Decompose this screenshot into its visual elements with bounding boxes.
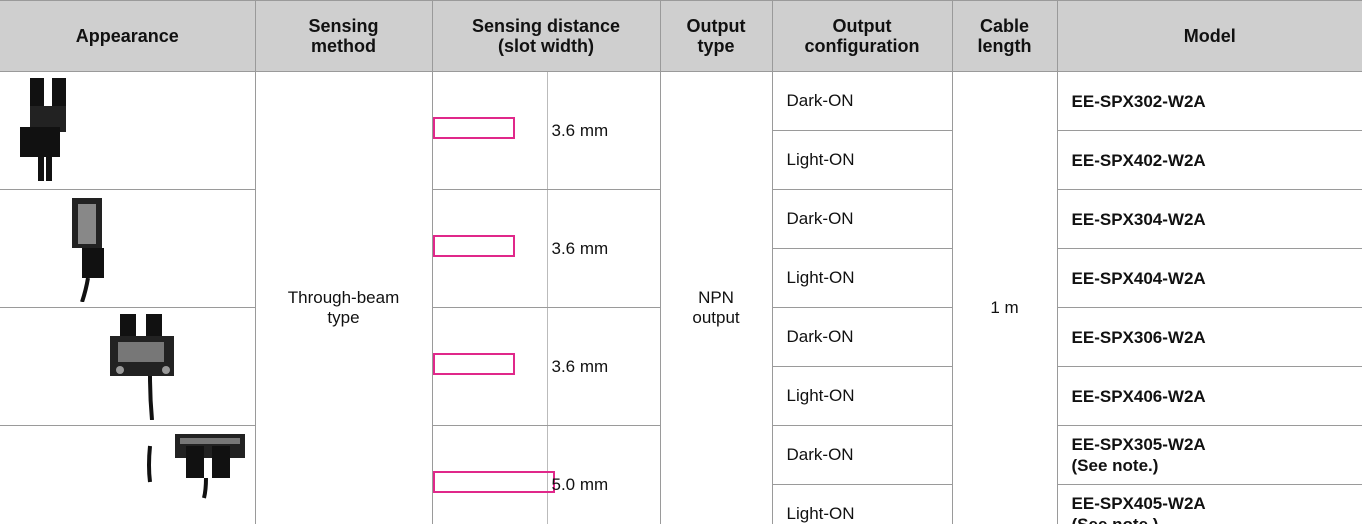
- sensing-distance-cell: 5.0 mm: [546, 425, 661, 524]
- table-row: Light-ON EE-SPX405-W2A (See note.): [0, 484, 1362, 524]
- slot-diagram: [432, 471, 555, 493]
- model-cell: EE-SPX304-W2A: [1056, 189, 1362, 249]
- header-row: Appearance Sensing method Sensing distan…: [0, 0, 1362, 72]
- output-configuration-cell: Light-ON: [772, 366, 953, 426]
- appearance-cell: [0, 307, 256, 426]
- cable-length-cell: 1 m: [951, 71, 1058, 524]
- output-configuration-cell: Light-ON: [772, 248, 953, 308]
- slot-diagram: [432, 235, 515, 257]
- output-configuration-cell: Dark-ON: [771, 189, 953, 249]
- header-cell: Model: [1056, 0, 1362, 72]
- sensing-method-cell: Through-beam type: [254, 71, 433, 524]
- model-cell: EE-SPX402-W2A: [1056, 130, 1362, 190]
- output-configuration-cell: Dark-ON: [771, 71, 953, 131]
- sensor-image: [147, 434, 245, 499]
- slot-cell: [431, 189, 548, 308]
- table-row: 5.0 mm Dark-ON EE-SPX305-W2A (See note.): [0, 425, 1362, 524]
- output-type-cell: NPN output: [659, 71, 773, 524]
- slot-cell: [431, 307, 548, 426]
- slot-diagram: [432, 353, 515, 375]
- model-cell: EE-SPX404-W2A: [1056, 248, 1362, 308]
- table-row: Through-beam type 3.6 mm NPN output Dark-ON…: [0, 71, 1362, 524]
- header-cell: Appearance: [0, 0, 256, 72]
- sensing-distance-cell: 3.6 mm: [546, 71, 661, 190]
- table-row: 3.6 mm Dark-ON EE-SPX304-W2A: [0, 189, 1362, 308]
- header-cell: Output type: [659, 0, 773, 72]
- table-body: Through-beam type 3.6 mm NPN output Dark-ON…: [0, 71, 1362, 524]
- sensing-distance-cell: 3.6 mm: [546, 189, 661, 308]
- table-row: 3.6 mm Dark-ON EE-SPX306-W2A: [0, 307, 1362, 426]
- model-cell: EE-SPX306-W2A: [1056, 307, 1362, 367]
- appearance-cell: [0, 71, 256, 190]
- output-configuration-cell: Dark-ON: [771, 425, 953, 485]
- header-cell: Sensing method: [254, 0, 433, 72]
- table-row: Light-ON EE-SPX406-W2A: [0, 366, 1362, 426]
- model-cell: EE-SPX305-W2A (See note.): [1056, 425, 1362, 485]
- output-configuration-cell: Dark-ON: [771, 307, 953, 367]
- sensing-distance-cell: 3.6 mm: [546, 307, 661, 426]
- model-cell: EE-SPX405-W2A (See note.): [1056, 484, 1362, 524]
- model-cell: EE-SPX302-W2A: [1056, 71, 1362, 131]
- sensor-image: [20, 78, 66, 181]
- output-configuration-cell: Light-ON: [772, 484, 953, 524]
- header-cell: Sensing distance (slot width): [431, 0, 661, 72]
- header-cell: Output configuration: [771, 0, 953, 72]
- slot-diagram: [432, 117, 515, 139]
- header-cell: Cable length: [951, 0, 1058, 72]
- appearance-cell: [0, 189, 256, 308]
- slot-cell: [431, 71, 548, 190]
- sensor-image: [110, 314, 174, 421]
- output-configuration-cell: Light-ON: [772, 130, 953, 190]
- sensor-image: [72, 198, 104, 303]
- slot-cell: [431, 425, 555, 524]
- model-cell: EE-SPX406-W2A: [1056, 366, 1362, 426]
- appearance-cell: [0, 425, 256, 524]
